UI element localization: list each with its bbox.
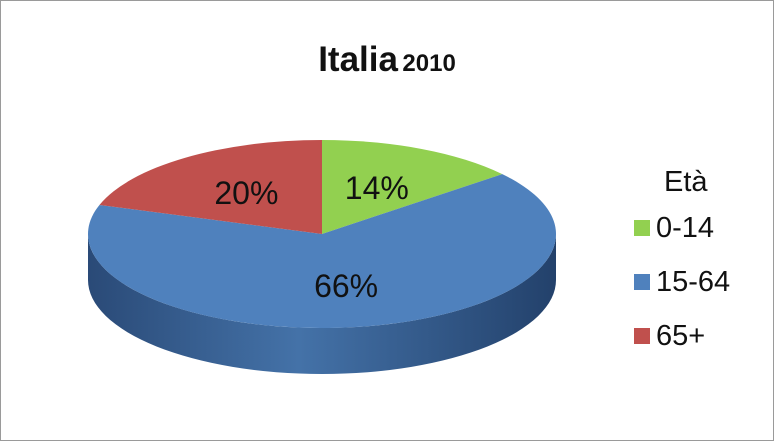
legend-label: 0-14 [656,211,715,244]
chart-title: Italia 2010 [0,40,774,80]
pie-data-labels: 14% 66% 20% [214,170,408,304]
pie-slice-15-64 [88,174,557,328]
legend-items: 0-14 15-64 65+ [634,211,730,353]
legend-swatch [634,220,650,236]
pie-side-15-64 [88,234,556,374]
legend-title: Età [664,166,708,198]
pie-slice-0-14 [322,140,503,234]
pie-slice-65+ [99,140,322,234]
legend-item-0-14: 0-14 [634,211,730,245]
legend-label: 65+ [656,319,706,352]
legend-item-15-64: 15-64 [634,265,730,299]
chart-subtitle-year: 2010 [402,50,456,77]
pie-label-0-14: 14% [345,170,409,206]
chart-title-text: Italia [318,40,398,79]
pie-label-65+: 20% [214,175,278,211]
legend-swatch [634,328,650,344]
pie-slices [88,140,557,374]
pie-label-15-64: 66% [314,268,378,304]
legend-swatch [634,274,650,290]
legend-item-65+: 65+ [634,319,730,353]
legend: Età 0-14 15-64 65+ [634,166,730,373]
legend-label: 15-64 [656,265,731,298]
